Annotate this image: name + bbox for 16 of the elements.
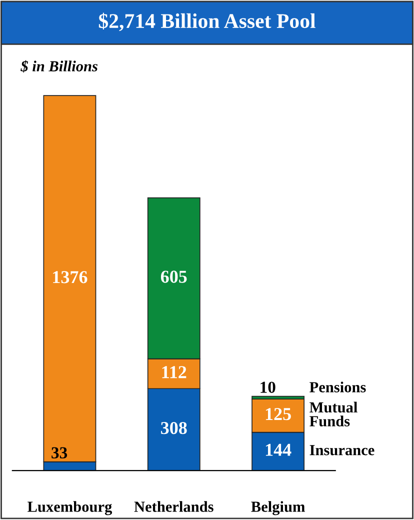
x-tick-label: Netherlands bbox=[134, 501, 214, 512]
data-label: 125 bbox=[266, 408, 291, 420]
data-label: 1376 bbox=[53, 271, 88, 284]
x-tick-label: Luxembourg bbox=[28, 501, 112, 516]
data-label: 33 bbox=[52, 447, 68, 458]
x-tick-label: Belgium bbox=[251, 501, 305, 516]
series-label: Insurance bbox=[310, 445, 374, 456]
series-label: Pensions bbox=[310, 382, 366, 392]
data-label: 605 bbox=[160, 270, 187, 283]
data-label: 10 bbox=[260, 382, 276, 393]
series-label: Mutual Funds bbox=[310, 402, 358, 426]
data-label: 308 bbox=[161, 422, 187, 434]
chart-title: $2,714 Billion Asset Pool bbox=[98, 12, 316, 32]
data-label: 144 bbox=[266, 444, 292, 456]
data-label: 112 bbox=[162, 366, 186, 378]
y-axis-title: $ in Billions bbox=[20, 60, 98, 72]
